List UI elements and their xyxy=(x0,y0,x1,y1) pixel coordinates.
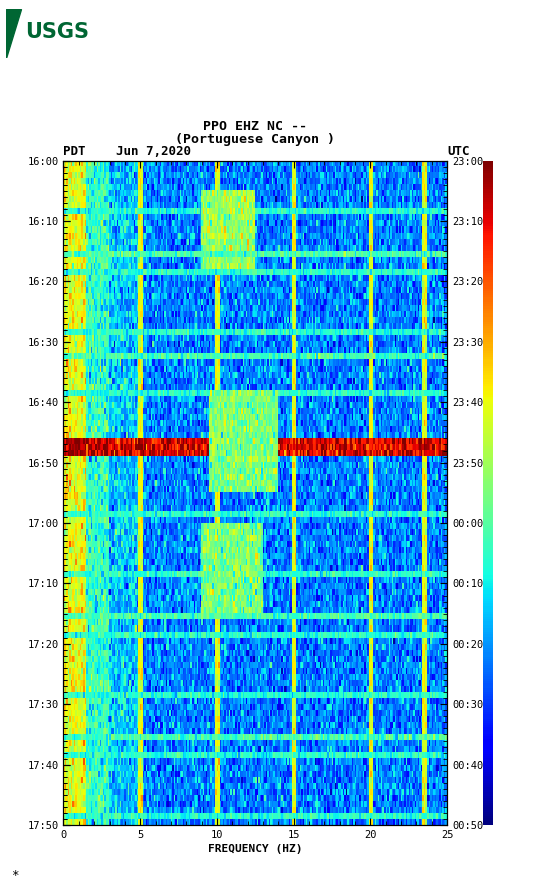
Polygon shape xyxy=(6,9,22,58)
Text: UTC: UTC xyxy=(447,145,470,158)
Text: (Portuguese Canyon ): (Portuguese Canyon ) xyxy=(175,133,335,145)
Text: PPO EHZ NC --: PPO EHZ NC -- xyxy=(203,120,307,133)
Text: PDT: PDT xyxy=(63,145,86,158)
Text: USGS: USGS xyxy=(25,22,89,43)
Text: Jun 7,2020: Jun 7,2020 xyxy=(116,145,191,158)
X-axis label: FREQUENCY (HZ): FREQUENCY (HZ) xyxy=(208,844,302,855)
Text: *: * xyxy=(11,869,19,881)
